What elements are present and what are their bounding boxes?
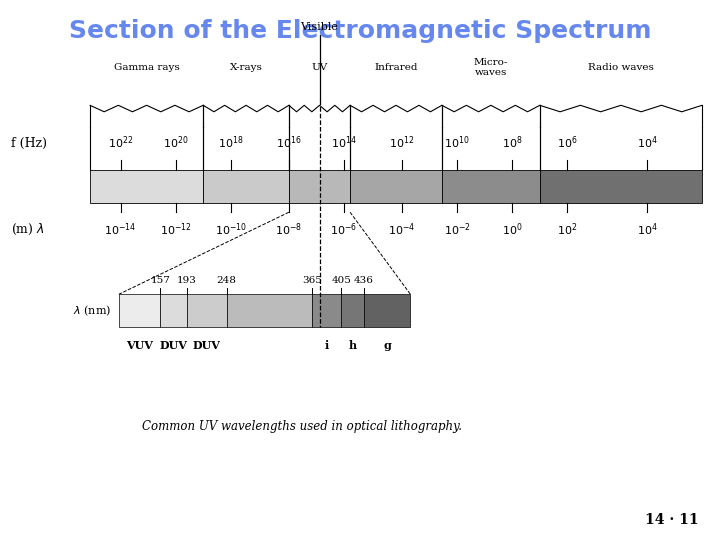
Text: g: g: [383, 340, 391, 351]
Bar: [364, 294, 410, 327]
Text: VUV: VUV: [126, 340, 153, 351]
Text: Gamma rays: Gamma rays: [114, 63, 179, 72]
Text: f (Hz): f (Hz): [11, 137, 47, 150]
Text: h: h: [348, 340, 356, 351]
Bar: [289, 170, 350, 202]
Text: 248: 248: [217, 275, 237, 285]
Text: $10^{12}$: $10^{12}$: [390, 135, 415, 151]
Text: 157: 157: [150, 275, 171, 285]
Text: $10^{4}$: $10^{4}$: [636, 135, 657, 151]
Text: $10^{-12}$: $10^{-12}$: [160, 221, 192, 238]
Bar: [227, 294, 312, 327]
Text: $10^{4}$: $10^{4}$: [636, 221, 657, 238]
Text: Infrared: Infrared: [374, 63, 418, 72]
Text: (m) $\lambda$: (m) $\lambda$: [11, 222, 45, 237]
Text: DUV: DUV: [160, 340, 187, 351]
Bar: [442, 170, 540, 202]
Text: $10^{0}$: $10^{0}$: [502, 221, 523, 238]
Text: UV: UV: [311, 63, 328, 72]
Text: $10^{6}$: $10^{6}$: [557, 135, 577, 151]
Text: $10^{22}$: $10^{22}$: [108, 135, 133, 151]
Text: Visible: Visible: [300, 22, 338, 32]
Text: Section of the Electromagnetic Spectrum: Section of the Electromagnetic Spectrum: [68, 19, 652, 43]
Bar: [203, 170, 289, 202]
Text: 14 · 11: 14 · 11: [645, 512, 698, 526]
Text: DUV: DUV: [193, 340, 220, 351]
Text: $10^{20}$: $10^{20}$: [163, 135, 189, 151]
Text: 405: 405: [331, 275, 351, 285]
Text: Radio waves: Radio waves: [588, 63, 654, 72]
Text: $10^{18}$: $10^{18}$: [218, 135, 243, 151]
Text: $10^{-2}$: $10^{-2}$: [444, 221, 471, 238]
Bar: [161, 294, 186, 327]
Text: 436: 436: [354, 275, 374, 285]
Text: $10^{14}$: $10^{14}$: [331, 135, 357, 151]
Text: $10^{10}$: $10^{10}$: [444, 135, 470, 151]
Bar: [540, 170, 702, 202]
Text: $10^{2}$: $10^{2}$: [557, 221, 577, 238]
Text: Micro-
waves: Micro- waves: [474, 58, 508, 77]
Text: 193: 193: [176, 275, 197, 285]
Text: $10^{-10}$: $10^{-10}$: [215, 221, 247, 238]
Bar: [119, 294, 161, 327]
Text: Common UV wavelengths used in optical lithography.: Common UV wavelengths used in optical li…: [143, 420, 462, 433]
Text: $10^{8}$: $10^{8}$: [502, 135, 523, 151]
Text: $10^{-6}$: $10^{-6}$: [330, 221, 358, 238]
Bar: [312, 294, 341, 327]
Text: $10^{-14}$: $10^{-14}$: [104, 221, 137, 238]
Text: X-rays: X-rays: [230, 63, 263, 72]
Text: 365: 365: [302, 275, 322, 285]
Bar: [186, 294, 227, 327]
Text: $10^{-4}$: $10^{-4}$: [389, 221, 415, 238]
Text: $10^{16}$: $10^{16}$: [276, 135, 302, 151]
Bar: [350, 170, 442, 202]
Bar: [341, 294, 364, 327]
Text: $\lambda$ (nm): $\lambda$ (nm): [73, 303, 112, 318]
Text: i: i: [325, 340, 329, 351]
Bar: [90, 170, 203, 202]
Text: $10^{-8}$: $10^{-8}$: [275, 221, 302, 238]
